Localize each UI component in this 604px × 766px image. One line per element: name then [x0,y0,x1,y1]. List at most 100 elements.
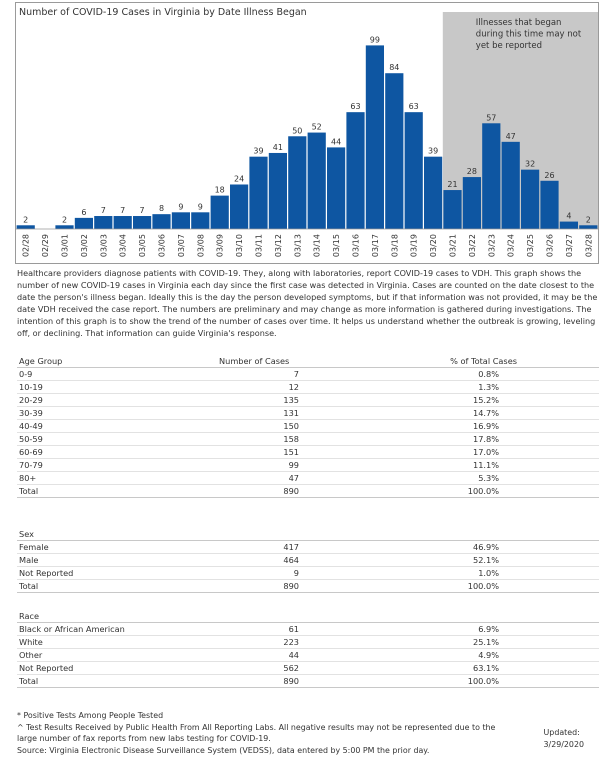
age-group-table: Age Group Number of Cases% of Total Cases… [17,355,599,498]
bar-value-label: 7 [140,206,145,215]
x-tick-label: 03/21 [449,234,458,257]
race-table: Race Black or African American 61 6.9% White… [17,610,599,688]
table-header-row: Sex [17,528,599,541]
case-percent: 17.8% [299,432,599,446]
row-label: Male [17,553,219,567]
source-note: Source: Virginia Electronic Disease Surv… [17,745,430,755]
chart-title: Number of COVID-19 Cases in Virginia by … [19,7,307,18]
table-row: Total 890 100.0% [17,674,599,688]
bar [404,112,423,229]
case-count: 562 [219,661,299,675]
sex-table: Sex Female 417 46.9% Male 464 52.1% Not Reporte… [17,528,599,593]
bar [307,132,326,229]
case-percent: 5.3% [299,471,599,485]
bar-value-label: 6 [81,208,86,217]
bar-value-label: 21 [447,180,457,189]
case-count: 464 [219,553,299,567]
case-percent: 11.1% [299,458,599,472]
row-label: 40-49 [17,419,219,433]
x-tick-label: 03/04 [119,234,128,257]
bar-value-label: 9 [198,202,203,211]
x-tick-label: 03/16 [352,234,361,257]
x-tick-label: 03/17 [371,234,380,257]
bar [268,152,287,229]
table-row: 80+ 47 5.3% [17,471,599,485]
row-label: Total [17,579,219,593]
bar [462,177,481,229]
case-count: 135 [219,393,299,407]
row-label: Black or African American [17,622,219,636]
bar [443,190,462,229]
bar [385,73,404,229]
x-tick-label: 03/10 [235,234,244,257]
x-tick-label: 03/20 [429,234,438,257]
case-count: 223 [219,635,299,649]
table-row: Male 464 52.1% [17,553,599,567]
footer-notes: * Positive Tests Among People Tested ^ T… [17,710,599,756]
bar [191,212,210,229]
x-tick-label: 03/11 [255,234,264,257]
table-row: White 223 25.1% [17,635,599,649]
x-tick-label: 03/09 [216,234,225,257]
table-row: 70-79 99 11.1% [17,458,599,472]
case-count: 890 [219,579,299,593]
x-tick-label: 03/25 [526,234,535,257]
table-row: 0-9 7 0.8% [17,367,599,381]
row-label: 80+ [17,471,219,485]
case-count: 150 [219,419,299,433]
bar-value-label: 39 [428,147,438,156]
table-row: 20-29 135 15.2% [17,393,599,407]
x-tick-label: 03/08 [196,234,205,257]
bar [365,45,384,230]
table-header: Number of Cases [219,355,299,368]
chart-description: Healthcare providers diagnose patients w… [17,268,598,338]
bar-value-label: 2 [62,215,67,224]
table-header: Race [17,610,219,623]
table-row: Not Reported 562 63.1% [17,661,599,675]
bar-value-label: 99 [370,35,380,44]
x-tick-label: 03/27 [565,234,574,257]
bar-value-label: 44 [331,137,341,146]
row-label: 60-69 [17,445,219,459]
bar-value-label: 24 [234,174,244,183]
x-tick-label: 03/14 [313,234,322,257]
bar-value-label: 28 [467,167,477,176]
x-tick-label: 03/12 [274,234,283,257]
bar-value-label: 32 [525,160,535,169]
case-percent: 52.1% [299,553,599,567]
x-tick-label: 03/19 [410,234,419,257]
row-label: 10-19 [17,380,219,394]
updated-label: Updated: [543,728,580,737]
bar [74,217,93,229]
bar-value-label: 50 [292,126,302,135]
row-label: Other [17,648,219,662]
case-percent: 1.0% [299,566,599,580]
case-count: 99 [219,458,299,472]
case-percent: 63.1% [299,661,599,675]
x-tick-label: 03/15 [332,234,341,257]
case-percent: 1.3% [299,380,599,394]
x-tick-label: 03/07 [177,234,186,257]
shade-note-line: yet be reported [476,41,542,51]
bar [133,216,152,229]
case-percent: 15.2% [299,393,599,407]
table-row: Other 44 4.9% [17,648,599,662]
table-header [219,528,299,541]
table-row: 10-19 12 1.3% [17,380,599,394]
bar-value-label: 7 [120,206,125,215]
x-tick-label: 03/03 [99,234,108,257]
x-tick-label: 03/28 [584,234,593,257]
bar [559,221,578,229]
bar [346,112,365,229]
table-row: 50-59 158 17.8% [17,432,599,446]
table-header: Sex [17,528,219,541]
table-header [299,610,599,623]
row-label: 50-59 [17,432,219,446]
bar-value-label: 57 [486,113,496,122]
updated-stamp: Updated: 3/29/2020 [544,727,584,750]
row-label: Not Reported [17,661,219,675]
bar [210,195,229,229]
bar [230,184,249,229]
case-percent: 0.8% [299,367,599,381]
x-tick-label: 02/29 [41,234,50,257]
